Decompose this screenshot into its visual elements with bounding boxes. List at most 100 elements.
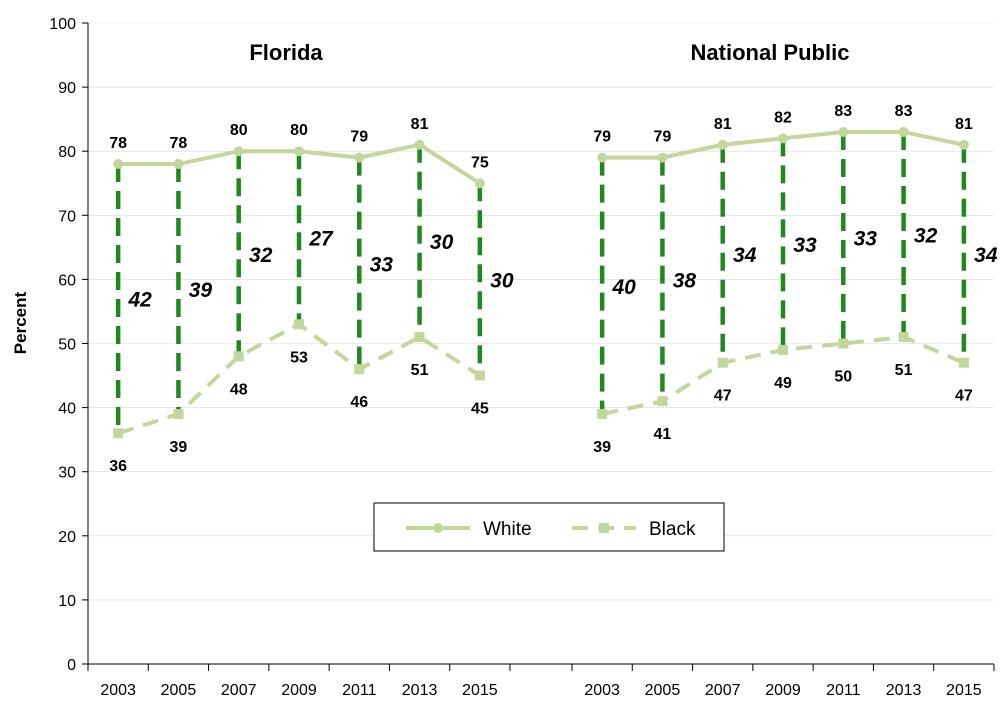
x-tick-label: 2013 [886,682,922,699]
point-white [838,126,849,137]
gap-label: 33 [370,253,394,276]
gap-label: 27 [308,228,334,251]
x-tick-label: 2009 [765,682,801,699]
data-label-white: 83 [895,103,913,120]
x-tick-label: 2007 [705,682,741,699]
point-black [294,319,304,330]
x-tick-label: 2011 [342,682,377,699]
point-white [778,133,788,144]
point-white [113,159,124,170]
gap-label: 34 [733,244,757,267]
point-white [657,152,668,163]
data-label-black: 49 [774,375,792,392]
data-label-white: 79 [593,129,611,146]
gap-label: 40 [611,276,636,299]
data-label-white: 80 [230,122,248,139]
data-label-white: 82 [774,109,792,126]
data-label-black: 39 [593,439,611,456]
x-tick-label: 2003 [100,682,136,699]
data-label-black: 53 [290,349,308,366]
data-label-black: 47 [714,388,732,405]
x-tick-label: 2015 [946,682,982,699]
point-black [838,338,849,349]
gap-label: 30 [490,269,514,292]
point-white [354,152,365,163]
point-black [474,370,485,381]
gap-label: 39 [189,279,213,302]
point-black [354,364,365,375]
point-white [958,139,969,150]
data-label-white: 78 [170,135,188,152]
data-label-white: 78 [109,135,127,152]
y-tick-label: 80 [58,144,76,161]
gap-label: 30 [430,231,454,254]
data-label-black: 51 [411,362,429,379]
point-black [958,357,969,368]
point-black [657,396,668,407]
point-white [233,146,244,157]
point-black [778,344,788,355]
legend-label-white: White [483,519,532,540]
point-white [173,159,184,170]
y-tick-label: 40 [58,401,76,418]
x-tick-label: 2009 [281,682,317,699]
gap-label: 34 [974,244,998,267]
x-tick-label: 2005 [161,682,197,699]
data-label-black: 36 [109,458,127,475]
y-tick-label: 100 [49,16,76,33]
y-tick-label: 30 [58,465,76,482]
data-label-white: 79 [654,129,672,146]
data-label-white: 83 [834,103,852,120]
y-axis-label: Percent [11,291,30,354]
data-label-black: 51 [895,362,913,379]
point-black [414,332,425,343]
data-label-black: 45 [471,401,489,418]
legend-marker-white [433,523,443,533]
data-label-white: 81 [714,116,732,133]
x-tick-label: 2007 [221,682,257,699]
y-tick-label: 20 [58,529,76,546]
gap-label: 38 [673,269,697,292]
point-white [717,139,728,150]
point-white [474,178,485,189]
data-label-black: 39 [170,439,188,456]
point-black [898,332,909,343]
gap-label: 33 [854,228,878,251]
data-label-black: 47 [955,388,973,405]
point-black [717,357,728,368]
legend: White Black [373,502,725,552]
x-tick-label: 2013 [402,682,438,699]
point-white [597,152,608,163]
y-tick-label: 10 [58,593,76,610]
y-tick-label: 70 [58,208,76,225]
gap-label: 42 [127,289,152,312]
data-label-black: 41 [654,426,672,443]
y-tick-label: 0 [67,657,76,674]
y-tick-label: 50 [58,337,76,354]
data-label-black: 48 [230,381,248,398]
point-black [113,428,124,439]
point-black [597,409,608,420]
plot-area: 0 10 20 30 40 50 60 70 80 90 100 Florida 2003 2005 200… [49,16,998,699]
data-label-white: 81 [955,116,973,133]
panel-title: Florida [249,40,323,65]
point-white [898,126,909,137]
y-tick-label: 60 [58,272,76,289]
x-tick-label: 2011 [826,682,861,699]
data-label-white: 75 [471,154,489,171]
data-label-white: 80 [290,122,308,139]
data-label-white: 79 [350,129,368,146]
legend-marker-black [599,523,609,533]
point-black [173,409,184,420]
gap-label: 32 [249,244,273,267]
y-tick-label: 90 [58,80,76,97]
data-label-black: 46 [350,394,368,411]
gap-label: 33 [793,234,817,257]
data-label-black: 50 [834,369,852,386]
panel: National Public 2003 2005 2007 2009 2011 2013 2… [571,40,998,699]
x-tick-label: 2005 [645,682,681,699]
panel-title: National Public [691,40,850,65]
x-tick-label: 2003 [584,682,620,699]
legend-label-black: Black [649,519,696,540]
